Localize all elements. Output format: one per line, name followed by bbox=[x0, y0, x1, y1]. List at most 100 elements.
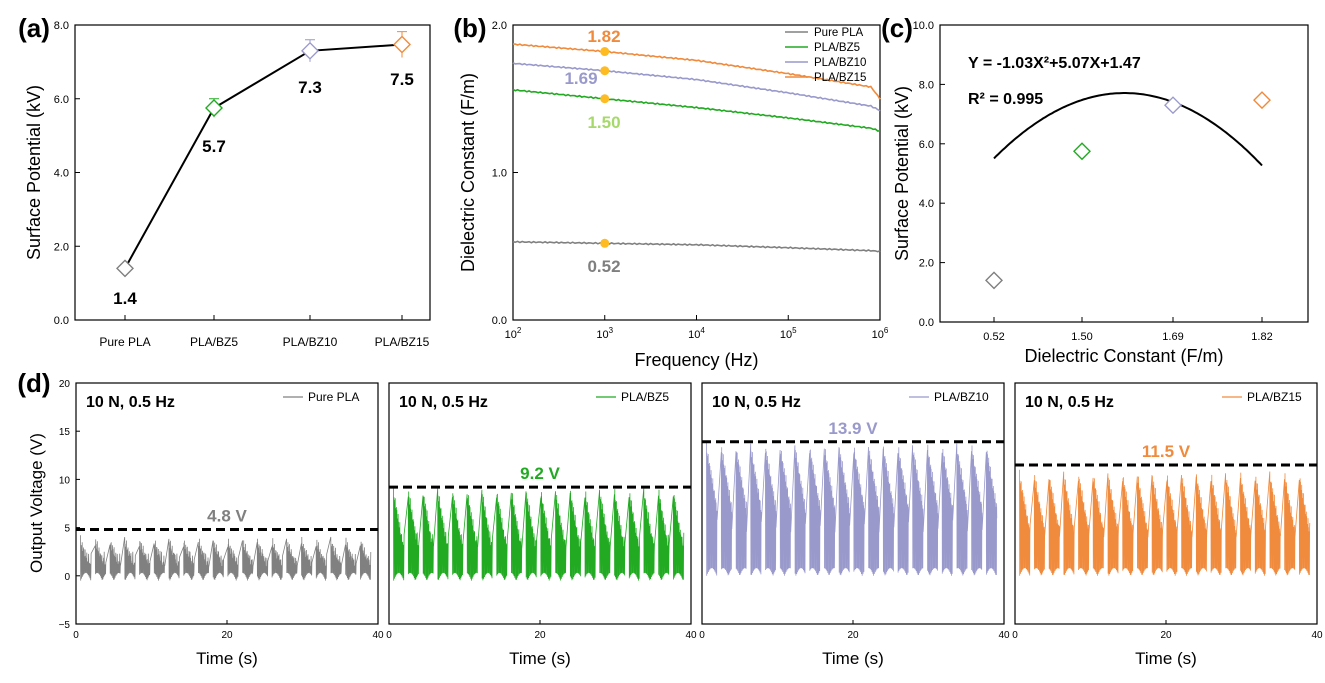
panel-c-xlabel: Dielectric Constant (F/m) bbox=[1024, 346, 1223, 366]
panel-b-xtick-label: 103 bbox=[596, 326, 613, 341]
panel-b-xtick-exponent: 4 bbox=[700, 326, 705, 335]
panel-a-marker bbox=[393, 35, 411, 54]
panel-d-label: (d) bbox=[17, 368, 50, 398]
panel-c-marker bbox=[985, 271, 1003, 290]
panel-c-xtick-label: 1.69 bbox=[1162, 331, 1183, 343]
panel-d-ytick-label: 15 bbox=[59, 427, 71, 438]
panel-d-xtick-label: 20 bbox=[1160, 630, 1172, 641]
panel-b-xtick-exponent: 5 bbox=[792, 326, 797, 335]
panel-c-ytick-label: 0.0 bbox=[919, 317, 934, 329]
panel-d-xlabel: Time (s) bbox=[196, 649, 258, 668]
panel-b-highlight-point bbox=[600, 238, 610, 248]
panel-a-marker bbox=[301, 41, 319, 60]
panel-b-data-label: 1.50 bbox=[587, 113, 620, 132]
panel-d-frame bbox=[75, 382, 379, 625]
panel-c-marker bbox=[1073, 142, 1091, 161]
panel-b-xtick-label: 105 bbox=[780, 326, 797, 341]
panel-b-xtick-exponent: 6 bbox=[884, 326, 889, 335]
panel-d-xtick-label: 20 bbox=[847, 630, 859, 641]
panel-d-annotation: 10 N, 0.5 Hz bbox=[712, 394, 801, 411]
panel-d-xtick-label: 40 bbox=[372, 630, 384, 641]
panel-b-xtick-exponent: 2 bbox=[517, 326, 522, 335]
panel-d-peak-label: 4.8 V bbox=[207, 507, 247, 526]
panel-a-xtick-label: PLA/BZ15 bbox=[375, 335, 430, 349]
panel-d-xtick-label: 40 bbox=[685, 630, 697, 641]
panel-b-series-line bbox=[513, 43, 881, 100]
panel-a-marker bbox=[116, 259, 134, 278]
panel-c-label: (c) bbox=[881, 13, 913, 43]
panel-b-highlight-point bbox=[600, 66, 610, 76]
panel-b-legend-label: PLA/BZ5 bbox=[814, 42, 860, 54]
panel-d-ytick-label: 0 bbox=[64, 572, 70, 583]
panel-d-ytick-label: 20 bbox=[59, 379, 71, 390]
panel-b-ytick-label: 0.0 bbox=[492, 315, 507, 327]
panel-b-xtick-label: 104 bbox=[688, 326, 705, 341]
panel-d-xtick-label: 40 bbox=[998, 630, 1010, 641]
panel-a-xtick-label: PLA/BZ5 bbox=[190, 335, 238, 349]
panel-d-peak-label: 9.2 V bbox=[520, 464, 560, 483]
panel-d-legend-label: PLA/BZ15 bbox=[1247, 390, 1302, 404]
panel-a-label: (a) bbox=[18, 13, 50, 43]
panel-a-ytick-label: 6.0 bbox=[54, 94, 69, 106]
panel-d-xtick-label: 40 bbox=[1311, 630, 1323, 641]
panel-b-series-line bbox=[512, 88, 881, 132]
panel-b-legend-label: PLA/BZ10 bbox=[814, 57, 866, 69]
panel-d-xtick-label: 0 bbox=[1012, 630, 1018, 641]
panel-a-marker bbox=[205, 98, 223, 117]
panel-b-xlabel: Frequency (Hz) bbox=[634, 350, 758, 370]
panel-c-ytick-label: 2.0 bbox=[919, 258, 934, 270]
panel-a-ytick-label: 0.0 bbox=[54, 315, 69, 327]
panel-d-annotation: 10 N, 0.5 Hz bbox=[399, 394, 488, 411]
panel-b-series-line bbox=[512, 62, 881, 112]
panel-b-xtick-exponent: 3 bbox=[609, 326, 614, 335]
panel-a-data-label: 5.7 bbox=[202, 137, 226, 156]
panel-c-xtick-label: 0.52 bbox=[983, 331, 1004, 343]
panel-c-ytick-label: 10.0 bbox=[913, 20, 934, 32]
panel-d-xtick-label: 20 bbox=[221, 630, 233, 641]
panel-a-ytick-label: 2.0 bbox=[54, 241, 69, 253]
panel-a-xtick-label: PLA/BZ10 bbox=[283, 335, 338, 349]
panel-b-legend-label: PLA/BZ15 bbox=[814, 72, 866, 84]
panel-a-data-label: 7.3 bbox=[298, 78, 322, 97]
panel-b-ytick-label: 1.0 bbox=[492, 168, 507, 180]
panel-c-xtick-label: 1.82 bbox=[1251, 331, 1272, 343]
panel-d-ytick-label: −5 bbox=[59, 620, 71, 631]
panel-d-xtick-label: 0 bbox=[73, 630, 79, 641]
panel-b-xtick-label: 106 bbox=[872, 326, 889, 341]
panel-c-r-squared: R² = 0.995 bbox=[968, 91, 1043, 108]
panel-b-highlight-point bbox=[600, 94, 610, 104]
panel-d-waveform bbox=[393, 486, 685, 581]
panel-d-xlabel: Time (s) bbox=[509, 649, 571, 668]
panel-a-data-label: 1.4 bbox=[113, 289, 137, 308]
panel-d-waveform bbox=[80, 535, 372, 581]
panel-d-xtick-label: 0 bbox=[386, 630, 392, 641]
panel-b-ytick-label: 2.0 bbox=[492, 20, 507, 32]
panel-a-line bbox=[124, 43, 403, 269]
panel-b-data-label: 0.52 bbox=[587, 257, 620, 276]
panel-d-xtick-label: 0 bbox=[699, 630, 705, 641]
panel-b-data-label: 1.69 bbox=[564, 69, 597, 88]
panel-c-marker bbox=[1164, 96, 1182, 115]
panel-a-data-label: 7.5 bbox=[390, 70, 414, 89]
panel-c-xtick-label: 1.50 bbox=[1071, 331, 1092, 343]
panel-d-legend-label: PLA/BZ5 bbox=[621, 390, 669, 404]
panel-c-ylabel: Surface Potential (kV) bbox=[892, 86, 912, 261]
panel-b-ylabel: Dielectric Constant (F/m) bbox=[458, 73, 478, 272]
panel-c-equation: Y = -1.03X²+5.07X+1.47 bbox=[968, 55, 1141, 72]
panel-c-marker bbox=[1253, 91, 1271, 110]
panel-b-highlight-point bbox=[600, 47, 610, 57]
panel-d-waveform bbox=[706, 441, 998, 576]
panel-d-annotation: 10 N, 0.5 Hz bbox=[1025, 394, 1114, 411]
panel-b-series-line bbox=[512, 240, 881, 253]
panel-d-xlabel: Time (s) bbox=[1135, 649, 1197, 668]
panel-d-ylabel: Output Voltage (V) bbox=[27, 433, 46, 573]
panel-c-ytick-label: 6.0 bbox=[919, 139, 934, 151]
panel-a-ylabel: Surface Potential (kV) bbox=[24, 85, 44, 260]
panel-b-legend-label: Pure PLA bbox=[814, 27, 864, 39]
panel-d-xlabel: Time (s) bbox=[822, 649, 884, 668]
panel-a-frame bbox=[74, 24, 431, 321]
panel-d-peak-label: 11.5 V bbox=[1142, 442, 1191, 461]
panel-b-xtick-label: 102 bbox=[505, 326, 522, 341]
panel-a-ytick-label: 4.0 bbox=[54, 168, 69, 180]
